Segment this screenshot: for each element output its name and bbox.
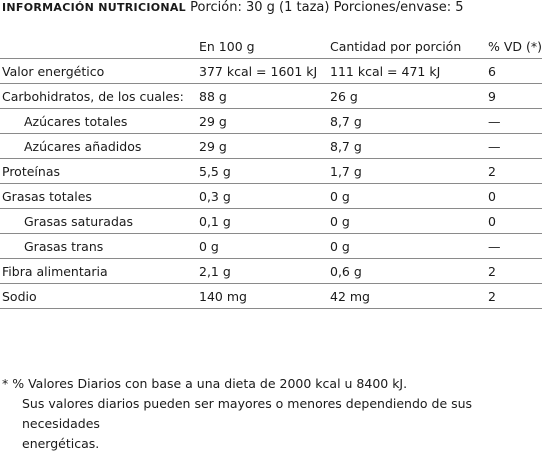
nutrient-portion: 111 kcal = 471 kJ <box>330 64 441 79</box>
nutrient-name: Grasas trans <box>24 239 104 254</box>
table-row: Sodio 140 mg 42 mg 2 <box>0 284 542 309</box>
nutrient-vd: — <box>488 239 501 254</box>
table-row: Azúcares añadidos 29 g 8,7 g — <box>0 134 542 159</box>
nutrient-name: Proteínas <box>2 164 60 179</box>
footnote: * % Valores Diarios con base a una dieta… <box>2 374 538 454</box>
nutrient-per100: 140 mg <box>199 289 247 304</box>
nutrient-name: Fibra alimentaria <box>2 264 108 279</box>
nutrient-vd: — <box>488 114 501 129</box>
nutrient-portion: 0 g <box>330 214 350 229</box>
nutrient-vd: 9 <box>488 89 496 104</box>
table-row: Grasas saturadas 0,1 g 0 g 0 <box>0 209 542 234</box>
nutrient-vd: 6 <box>488 64 496 79</box>
nutrient-portion: 1,7 g <box>330 164 362 179</box>
table-header-row: En 100 g Cantidad por porción % VD (*) <box>0 34 542 59</box>
table-row: Fibra alimentaria 2,1 g 0,6 g 2 <box>0 259 542 284</box>
nutrient-name: Valor energético <box>2 64 105 79</box>
table-row: Carbohidratos, de los cuales: 88 g 26 g … <box>0 84 542 109</box>
nutrition-title: INFORMACIÓN NUTRICIONAL <box>2 1 186 14</box>
nutrient-name: Azúcares añadidos <box>24 139 142 154</box>
nutrient-per100: 5,5 g <box>199 164 231 179</box>
nutrient-per100: 0 g <box>199 239 219 254</box>
nutrient-vd: 2 <box>488 164 496 179</box>
table-row: Proteínas 5,5 g 1,7 g 2 <box>0 159 542 184</box>
nutrient-per100: 29 g <box>199 114 227 129</box>
column-header-vd: % VD (*) <box>488 39 542 54</box>
table-row: Grasas totales 0,3 g 0 g 0 <box>0 184 542 209</box>
nutrient-name: Grasas totales <box>2 189 92 204</box>
nutrient-portion: 8,7 g <box>330 114 362 129</box>
nutrient-name: Sodio <box>2 289 37 304</box>
nutrient-portion: 0 g <box>330 239 350 254</box>
nutrient-per100: 377 kcal = 1601 kJ <box>199 64 318 79</box>
nutrient-vd: 2 <box>488 289 496 304</box>
nutrient-portion: 26 g <box>330 89 358 104</box>
nutrient-per100: 88 g <box>199 89 227 104</box>
nutrient-vd: 0 <box>488 214 496 229</box>
nutrient-name: Azúcares totales <box>24 114 128 129</box>
nutrient-per100: 29 g <box>199 139 227 154</box>
nutrition-header: INFORMACIÓN NUTRICIONAL Porción: 30 g (1… <box>2 0 464 15</box>
nutrient-portion: 0,6 g <box>330 264 362 279</box>
nutrient-name: Grasas saturadas <box>24 214 134 229</box>
column-header-portion: Cantidad por porción <box>330 39 462 54</box>
nutrient-vd: 2 <box>488 264 496 279</box>
nutrient-portion: 8,7 g <box>330 139 362 154</box>
nutrient-vd: 0 <box>488 189 496 204</box>
nutrient-vd: — <box>488 139 501 154</box>
nutrient-per100: 0,3 g <box>199 189 231 204</box>
serving-info: Porción: 30 g (1 taza) Porciones/envase:… <box>190 0 464 15</box>
table-row: Grasas trans 0 g 0 g — <box>0 234 542 259</box>
nutrient-portion: 42 mg <box>330 289 370 304</box>
nutrient-per100: 0,1 g <box>199 214 231 229</box>
nutrient-name: Carbohidratos, de los cuales: <box>2 89 184 104</box>
nutrient-per100: 2,1 g <box>199 264 231 279</box>
footnote-line: * % Valores Diarios con base a una dieta… <box>2 376 408 391</box>
table-row: Azúcares totales 29 g 8,7 g — <box>0 109 542 134</box>
footnote-line: energéticas. <box>22 436 100 451</box>
nutrient-portion: 0 g <box>330 189 350 204</box>
column-header-per100: En 100 g <box>199 39 255 54</box>
footnote-line: Sus valores diarios pueden ser mayores o… <box>22 396 473 431</box>
nutrition-table: En 100 g Cantidad por porción % VD (*) V… <box>0 34 542 309</box>
table-row: Valor energético 377 kcal = 1601 kJ 111 … <box>0 59 542 84</box>
